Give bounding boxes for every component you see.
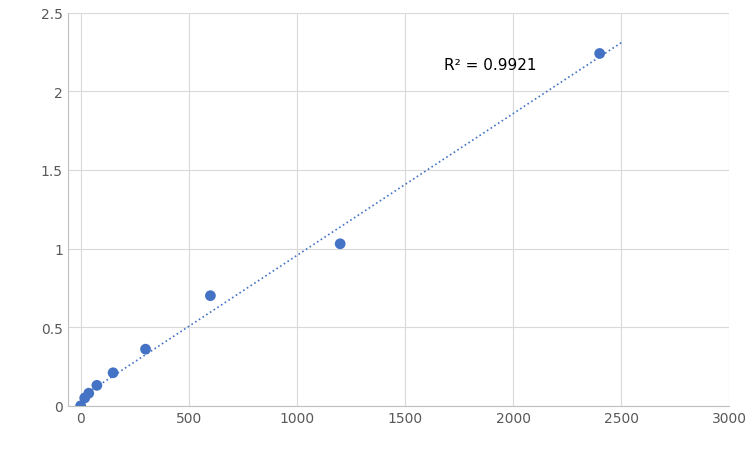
Point [83,390,95,397]
Point [91,382,103,389]
Point [334,241,346,248]
Point [140,346,152,353]
Point [79,395,91,402]
Point [593,51,605,58]
Point [107,369,119,377]
Text: R² = 0.9921: R² = 0.9921 [444,58,536,73]
Point [74,402,86,410]
Point [205,292,217,299]
